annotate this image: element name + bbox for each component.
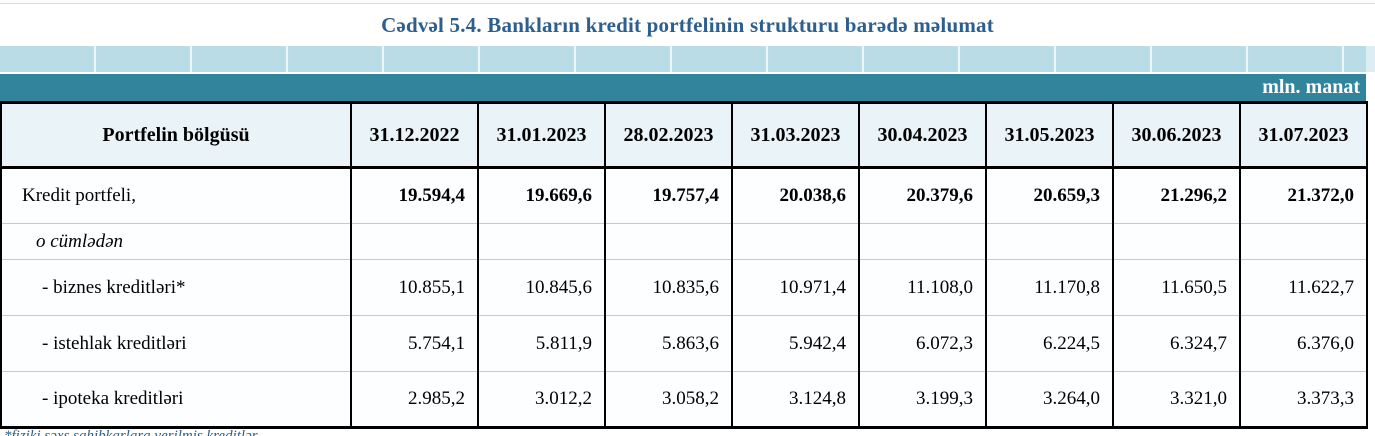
table-cell: 19.669,6 [478,167,606,224]
table-cell: 6.224,5 [986,315,1114,372]
table-cell: 3.264,0 [986,371,1114,428]
column-header-date: 28.02.2023 [605,102,733,169]
table-cell: 10.845,6 [478,259,606,316]
footnote: *fiziki şəxs sahibkarlara verilmiş kredi… [4,428,258,436]
table-cell: 19.594,4 [351,167,479,224]
table-cell [351,223,479,260]
table-cell [986,223,1114,260]
spreadsheet-grid-strip [0,0,1375,4]
table-cell: 21.296,2 [1113,167,1241,224]
table-cell: 20.038,6 [732,167,860,224]
table-cell: 3.199,3 [859,371,987,428]
title-row: Cədvəl 5.4. Bankların kredit portfelinin… [0,4,1375,46]
decor-band-light-blue [0,46,1366,74]
table-cell: 19.757,4 [605,167,733,224]
column-header-date: 31.07.2023 [1240,102,1368,169]
table-row: - istehlak kreditləri 5.754,1 5.811,9 5.863… [1,315,1368,372]
table-header-row: Portfelin bölgüsü 31.12.2022 31.01.2023 28… [1,102,1368,169]
table-cell [478,223,606,260]
table-row: Kredit portfeli, 19.594,4 19.669,6 19.757,4… [1,167,1368,224]
table-cell: 3.058,2 [605,371,733,428]
table-cell: 20.379,6 [859,167,987,224]
table-cell: 20.659,3 [986,167,1114,224]
table-cell: 6.376,0 [1240,315,1368,372]
table-cell: 6.324,7 [1113,315,1241,372]
table-cell: 3.321,0 [1113,371,1241,428]
column-header-date: 30.06.2023 [1113,102,1241,169]
table-cell: 5.811,9 [478,315,606,372]
row-label: - biznes kreditləri* [1,259,352,316]
table-cell: 2.985,2 [351,371,479,428]
table-row: - biznes kreditləri* 10.855,1 10.845,6 10.8… [1,259,1368,316]
table-cell [1240,223,1368,260]
table-cell [732,223,860,260]
table-cell [1113,223,1241,260]
column-header-date: 31.01.2023 [478,102,606,169]
table-row: - ipoteka kreditləri 2.985,2 3.012,2 3.058,… [1,371,1368,428]
column-header-date: 31.03.2023 [732,102,860,169]
table-cell: 10.835,6 [605,259,733,316]
row-label: - istehlak kreditləri [1,315,352,372]
table-cell: 11.650,5 [1113,259,1241,316]
table-cell: 5.942,4 [732,315,860,372]
table-cell: 5.863,6 [605,315,733,372]
table-cell: 3.373,3 [1240,371,1368,428]
credit-portfolio-table: Portfelin bölgüsü 31.12.2022 31.01.2023 28… [0,101,1368,429]
right-gutter [1366,101,1375,429]
table-cell: 10.971,4 [732,259,860,316]
decor-band-light-blue-faded [1366,46,1375,72]
table-cell [859,223,987,260]
table-cell: 11.170,8 [986,259,1114,316]
table-cell: 10.855,1 [351,259,479,316]
row-label: - ipoteka kreditləri [1,371,352,428]
column-header-portfolio-breakdown: Portfelin bölgüsü [1,102,352,169]
page-title: Cədvəl 5.4. Bankların kredit portfelinin… [381,12,994,37]
column-header-date: 30.04.2023 [859,102,987,169]
table-cell [605,223,733,260]
table-cell: 3.012,2 [478,371,606,428]
row-label: Kredit portfeli, [1,167,352,224]
decor-band-teal: mln. manat [0,74,1366,101]
table-row: o cümlədən [1,223,1368,260]
row-label: o cümlədən [1,223,352,260]
table-cell: 6.072,3 [859,315,987,372]
table-cell: 11.622,7 [1240,259,1368,316]
column-header-date: 31.12.2022 [351,102,479,169]
table-cell: 5.754,1 [351,315,479,372]
table-cell: 11.108,0 [859,259,987,316]
table-cell: 21.372,0 [1240,167,1368,224]
table-cell: 3.124,8 [732,371,860,428]
column-header-date: 31.05.2023 [986,102,1114,169]
unit-label: mln. manat [1262,76,1360,98]
